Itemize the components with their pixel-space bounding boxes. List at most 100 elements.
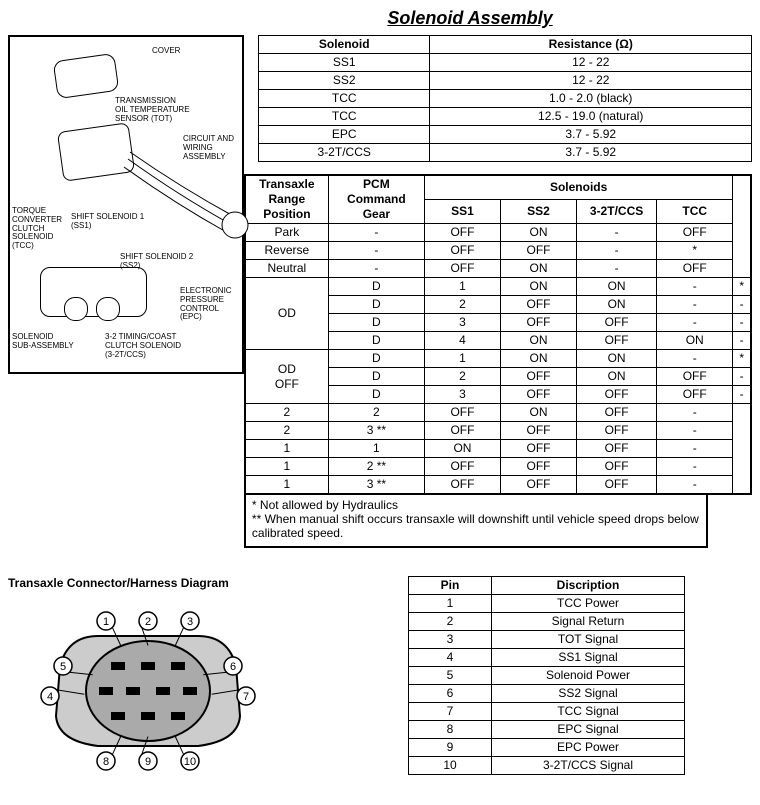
table-cell: 8 xyxy=(409,721,492,739)
table-cell: - xyxy=(657,440,733,458)
table-cell: 1.0 - 2.0 (black) xyxy=(430,90,752,108)
pin-number: 2 xyxy=(145,616,151,628)
table-cell: * xyxy=(733,350,751,368)
hdr-sub: TCC xyxy=(657,200,733,224)
pin-number: 9 xyxy=(145,756,151,768)
table-cell: - xyxy=(733,386,751,404)
table-cell: 2 xyxy=(424,296,500,314)
table-cell: OFF xyxy=(577,386,657,404)
table-cell: OFF xyxy=(577,476,657,495)
table-cell: 3-2T/CCS Signal xyxy=(492,757,685,775)
diagram-label: ELECTRONICPRESSURECONTROL(EPC) xyxy=(180,287,232,322)
table-cell: OFF xyxy=(657,260,733,278)
page-title: Solenoid Assembly xyxy=(8,8,752,29)
table-cell: 3 ** xyxy=(328,476,424,495)
diagram-label: COVER xyxy=(152,47,180,56)
pin-number: 1 xyxy=(103,616,109,628)
table-cell: 3.7 - 5.92 xyxy=(430,126,752,144)
diagram-label: SHIFT SOLENOID 2(SS2) xyxy=(120,253,193,271)
table-cell: ON xyxy=(500,278,576,296)
table-cell: OFF xyxy=(657,224,733,242)
table-cell: 4 xyxy=(409,649,492,667)
solenoid-exploded-diagram: COVER TRANSMISSIONOIL TEMPERATURESENSOR (… xyxy=(8,35,244,374)
resistance-table: Solenoid Resistance (Ω) SS112 - 22SS212 … xyxy=(258,35,752,162)
table-cell: Signal Return xyxy=(492,613,685,631)
diagram-label: TRANSMISSIONOIL TEMPERATURESENSOR (TOT) xyxy=(115,97,190,123)
connector-title: Transaxle Connector/Harness Diagram xyxy=(8,576,368,590)
table-cell: ON xyxy=(577,368,657,386)
table-cell: - xyxy=(577,242,657,260)
table-cell: SS2 Signal xyxy=(492,685,685,703)
table-cell: OFF xyxy=(577,422,657,440)
table-cell: OFF xyxy=(424,242,500,260)
table-cell: ON xyxy=(577,350,657,368)
table-cell: EPC Signal xyxy=(492,721,685,739)
pin-number: 4 xyxy=(47,691,53,703)
table-cell: TCC Signal xyxy=(492,703,685,721)
table-cell: 3-2T/CCS xyxy=(258,144,430,162)
table-cell: SS2 xyxy=(258,72,430,90)
table-cell: EPC Power xyxy=(492,739,685,757)
table-cell: ON xyxy=(500,332,576,350)
table-cell: - xyxy=(657,476,733,495)
table-cell: 3 ** xyxy=(328,422,424,440)
table-cell: 12.5 - 19.0 (natural) xyxy=(430,108,752,126)
table-cell: - xyxy=(657,296,733,314)
table-cell: 5 xyxy=(409,667,492,685)
table-cell: - xyxy=(733,296,751,314)
table-cell: OFF xyxy=(424,476,500,495)
table-cell: ON xyxy=(500,404,576,422)
table-cell: D xyxy=(328,368,424,386)
hdr-gear: PCMCommandGear xyxy=(328,175,424,224)
col-pin: Pin xyxy=(409,577,492,595)
table-cell: - xyxy=(657,404,733,422)
table-cell: 7 xyxy=(409,703,492,721)
table-cell: OFF xyxy=(500,476,576,495)
table-cell: D xyxy=(328,332,424,350)
table-cell: ON xyxy=(657,332,733,350)
table-cell: OFF xyxy=(657,368,733,386)
table-cell: ON xyxy=(577,278,657,296)
col-desc: Discription xyxy=(492,577,685,595)
hdr-sub: 3-2T/CCS xyxy=(577,200,657,224)
table-cell: OFF xyxy=(424,404,500,422)
table-cell: - xyxy=(657,458,733,476)
table-cell: ON xyxy=(500,350,576,368)
diagram-label: 3-2 TIMING/COASTCLUTCH SOLENOID(3-2T/CCS… xyxy=(105,333,181,359)
table-cell: SS1 Signal xyxy=(492,649,685,667)
table-cell: OFF xyxy=(577,314,657,332)
table-cell: ON xyxy=(577,296,657,314)
pin-number: 5 xyxy=(60,661,66,673)
range-cell: 1 xyxy=(245,458,328,476)
table-cell: - xyxy=(328,260,424,278)
diagram-label: SHIFT SOLENOID 1(SS1) xyxy=(71,213,144,231)
range-cell: 2 xyxy=(245,404,328,422)
table-cell: TCC xyxy=(258,90,430,108)
table-cell: 6 xyxy=(409,685,492,703)
table-cell: OFF xyxy=(500,296,576,314)
table-cell: EPC xyxy=(258,126,430,144)
table-cell: 2 xyxy=(409,613,492,631)
table-cell: OFF xyxy=(424,458,500,476)
table-cell: OFF xyxy=(500,386,576,404)
col-solenoid: Solenoid xyxy=(258,36,430,54)
table-cell: OFF xyxy=(500,368,576,386)
bottom-row: Transaxle Connector/Harness Diagram 1234… xyxy=(8,576,752,775)
table-cell: 3 xyxy=(424,314,500,332)
hdr-solenoids: Solenoids xyxy=(424,175,732,200)
table-cell: - xyxy=(657,278,733,296)
table-cell: OFF xyxy=(500,314,576,332)
table-cell: - xyxy=(328,224,424,242)
pin-number: 10 xyxy=(184,756,196,768)
table-cell: 12 - 22 xyxy=(430,72,752,90)
pin-number: 3 xyxy=(187,616,193,628)
table-cell: OFF xyxy=(424,224,500,242)
table-cell: ON xyxy=(500,260,576,278)
table-cell: - xyxy=(733,332,751,350)
table-cell: - xyxy=(657,314,733,332)
diagram-label: CIRCUIT ANDWIRING ASSEMBLY xyxy=(183,135,242,161)
table-cell: 2 xyxy=(424,368,500,386)
table-cell: 3 xyxy=(409,631,492,649)
table-cell: - xyxy=(577,224,657,242)
table-cell: TCC xyxy=(258,108,430,126)
